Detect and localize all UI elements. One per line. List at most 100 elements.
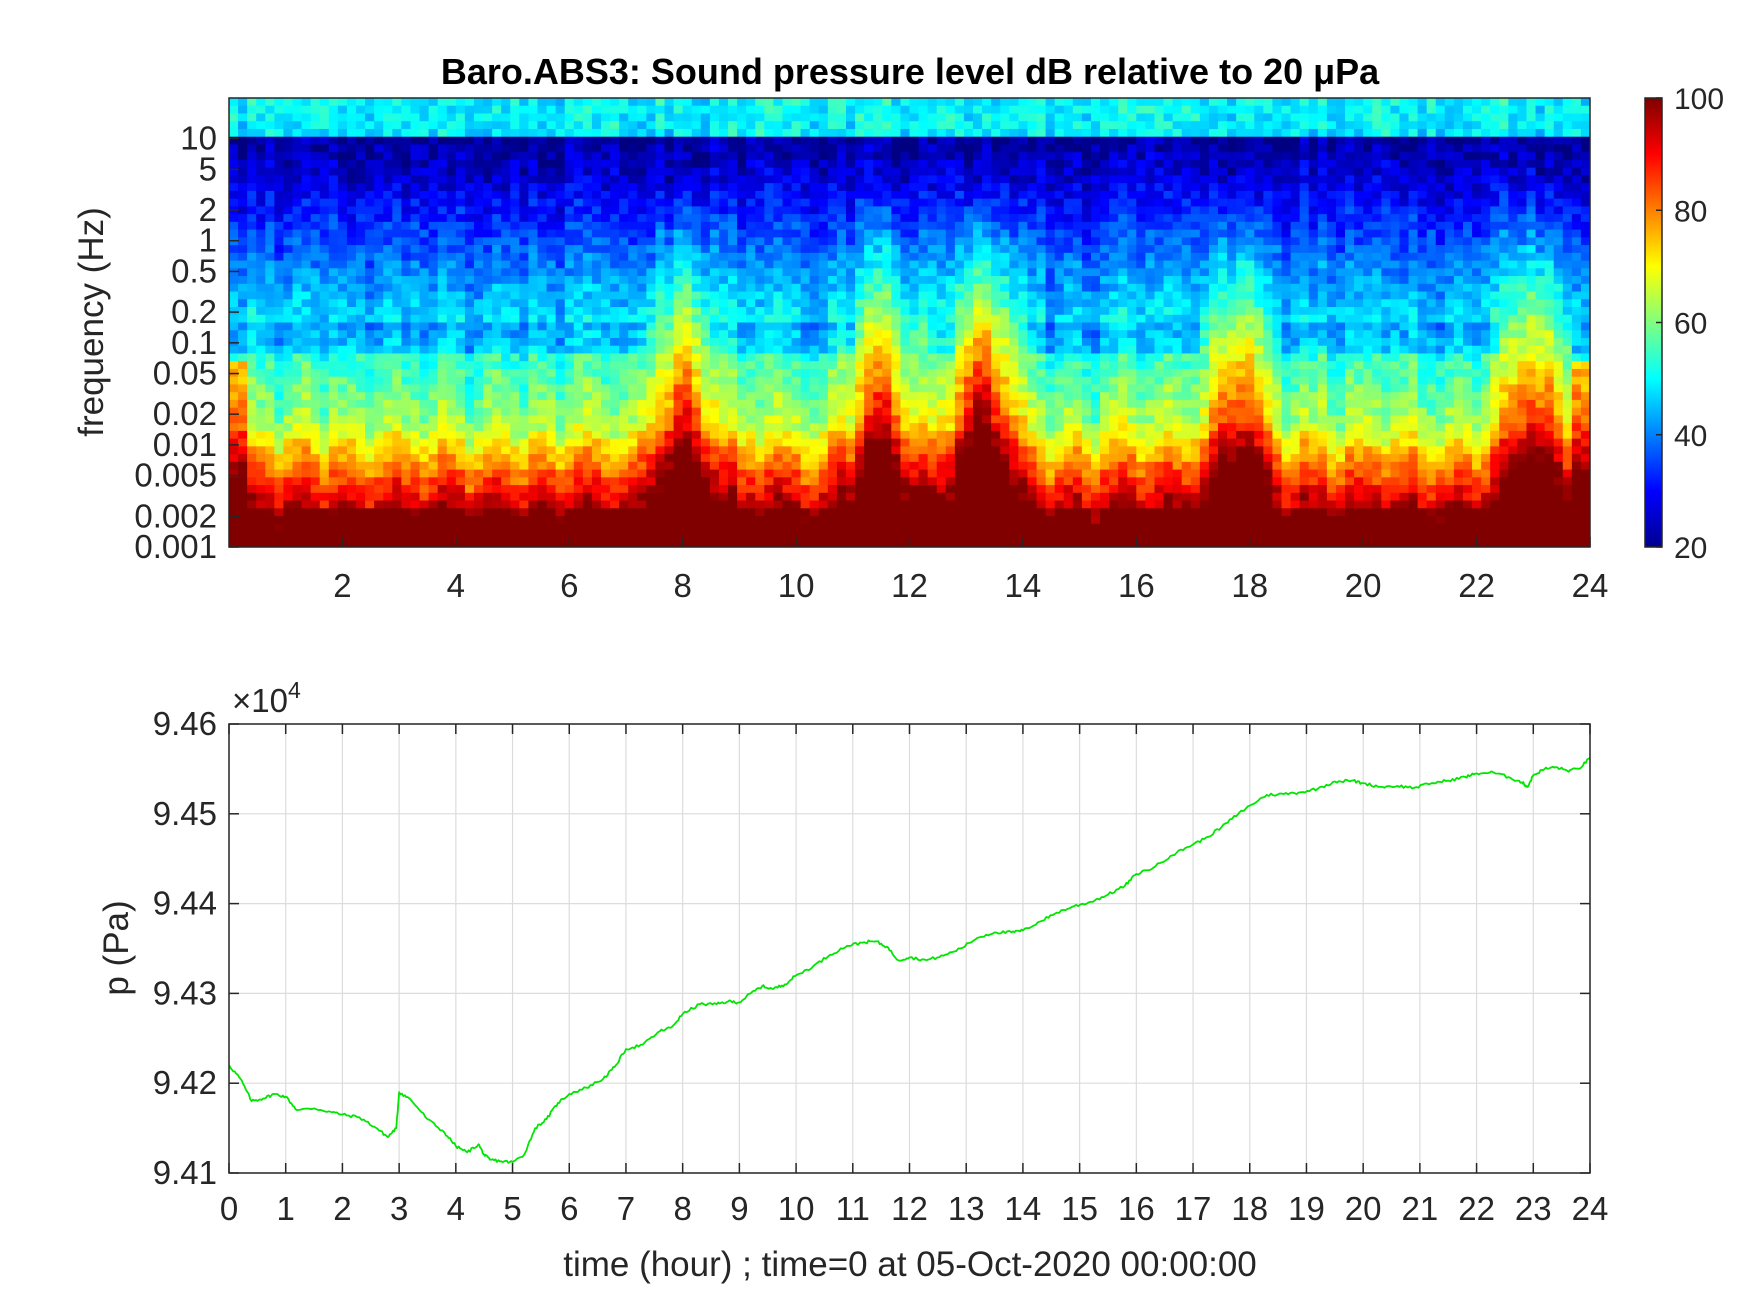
spectrogram-cell — [492, 283, 502, 293]
spectrogram-cell — [256, 113, 266, 122]
spectrogram-cell — [836, 423, 847, 432]
spectrogram-cell — [274, 345, 285, 355]
spectrogram-cell — [501, 500, 511, 509]
spectrogram-cell — [519, 198, 530, 207]
spectrogram-cell — [274, 314, 285, 324]
spectrogram-cell — [818, 245, 829, 254]
spectrogram-cell — [646, 407, 657, 416]
spectrogram-cell — [229, 330, 239, 339]
spectrogram-cell — [791, 105, 802, 115]
spectrogram-cell — [464, 531, 475, 540]
spectrogram-cell — [582, 276, 593, 285]
spectrogram-cell — [229, 446, 239, 455]
spectrogram-cell — [365, 415, 375, 424]
spectrogram-cell — [582, 415, 593, 424]
spectrogram-cell — [755, 307, 765, 316]
spectrogram-cell — [401, 438, 412, 447]
spectrogram-cell — [918, 229, 929, 238]
spectrogram-cell — [628, 206, 638, 215]
spectrogram-cell — [455, 152, 466, 161]
spectrogram-cell — [909, 392, 920, 401]
spectrogram-cell — [573, 539, 584, 547]
spectrogram-cell — [755, 98, 765, 107]
spectrogram-cell — [247, 237, 257, 246]
spectrogram-cell — [927, 98, 938, 107]
spectrogram-cell — [791, 454, 802, 463]
spectrogram-cell — [655, 152, 666, 161]
spectrogram-cell — [973, 353, 983, 362]
spectrogram-cell — [982, 152, 992, 161]
spectrogram-cell — [319, 268, 330, 277]
spectrogram-cell — [855, 330, 865, 339]
spectrogram-cell — [791, 523, 802, 533]
spectrogram-cell — [283, 322, 294, 331]
spectrogram-cell — [936, 229, 947, 238]
spectrogram-cell — [365, 206, 375, 215]
spectrogram-cell — [546, 492, 557, 502]
spectrogram-cell — [501, 221, 511, 231]
spectrogram-cell — [310, 183, 321, 192]
spectrogram-cell — [428, 477, 439, 486]
spectrogram-cell — [247, 500, 257, 509]
spectrogram-cell — [728, 392, 738, 401]
spectrogram-cell — [319, 152, 330, 161]
spectrogram-cell — [737, 283, 747, 293]
spectrogram-cell — [564, 500, 575, 509]
spectrogram-cell — [655, 121, 666, 130]
spectrogram-cell — [791, 190, 802, 200]
spectrogram-cell — [809, 121, 820, 130]
spectrogram-cell — [700, 299, 711, 308]
spectrogram-cell — [945, 492, 956, 502]
spectrogram-cell — [737, 368, 747, 378]
spectrogram-cell — [1000, 214, 1010, 223]
spectrogram-cell — [265, 508, 275, 517]
spectrogram-cell — [664, 446, 675, 455]
spectrogram-cell — [346, 159, 357, 169]
spectrogram-cell — [256, 299, 266, 308]
spectrogram-cell — [637, 353, 647, 362]
spectrogram-cell — [882, 353, 892, 362]
spectrogram-cell — [510, 283, 520, 293]
spectrogram-cell — [818, 337, 829, 347]
spectrogram-cell — [374, 276, 384, 285]
spectrogram-cell — [601, 152, 611, 161]
spectrogram-cell — [292, 485, 303, 494]
spectrogram-cell — [610, 407, 620, 416]
spectrogram-cell — [229, 183, 239, 192]
spectrogram-cell — [573, 392, 584, 401]
spectrogram-cell — [437, 415, 448, 424]
spectrogram-cell — [401, 454, 412, 463]
spectrogram-cell — [247, 276, 257, 285]
spectrogram-cell — [537, 399, 548, 409]
spectrogram-cell — [473, 276, 484, 285]
spectrogram-cell — [991, 539, 1001, 547]
spectrogram-cell — [882, 399, 892, 409]
spectrogram-cell — [809, 461, 820, 471]
spectrogram-cell — [483, 345, 493, 355]
spectrogram-cell — [601, 144, 611, 153]
spectrogram-cell — [519, 392, 530, 401]
spectrogram-cell — [845, 539, 856, 547]
spectrogram-cell — [918, 237, 929, 246]
spectrogram-cell — [664, 461, 675, 471]
spectrogram-cell — [392, 322, 402, 331]
spectrogram-cell — [510, 291, 520, 300]
spectrogram-cell — [346, 229, 357, 238]
spectrogram-cell — [728, 438, 738, 447]
spectrogram-cell — [274, 384, 285, 393]
spectrogram-cell — [755, 516, 765, 525]
spectrogram-cell — [356, 531, 366, 540]
spectrogram-cell — [265, 399, 275, 409]
spectrogram-cell — [274, 399, 285, 409]
spectrogram-cell — [691, 268, 702, 277]
spectrogram-cell — [455, 477, 466, 486]
spectrogram-cell — [519, 283, 530, 293]
spectrogram-cell — [864, 477, 874, 486]
spectrogram-cell — [909, 330, 920, 339]
spectrogram-cell — [818, 446, 829, 455]
spectrogram-cell — [392, 98, 402, 107]
spectrogram-cell — [773, 330, 784, 339]
spectrogram-cell — [918, 136, 929, 146]
spectrogram-cell — [573, 221, 584, 231]
spectrogram-cell — [936, 531, 947, 540]
